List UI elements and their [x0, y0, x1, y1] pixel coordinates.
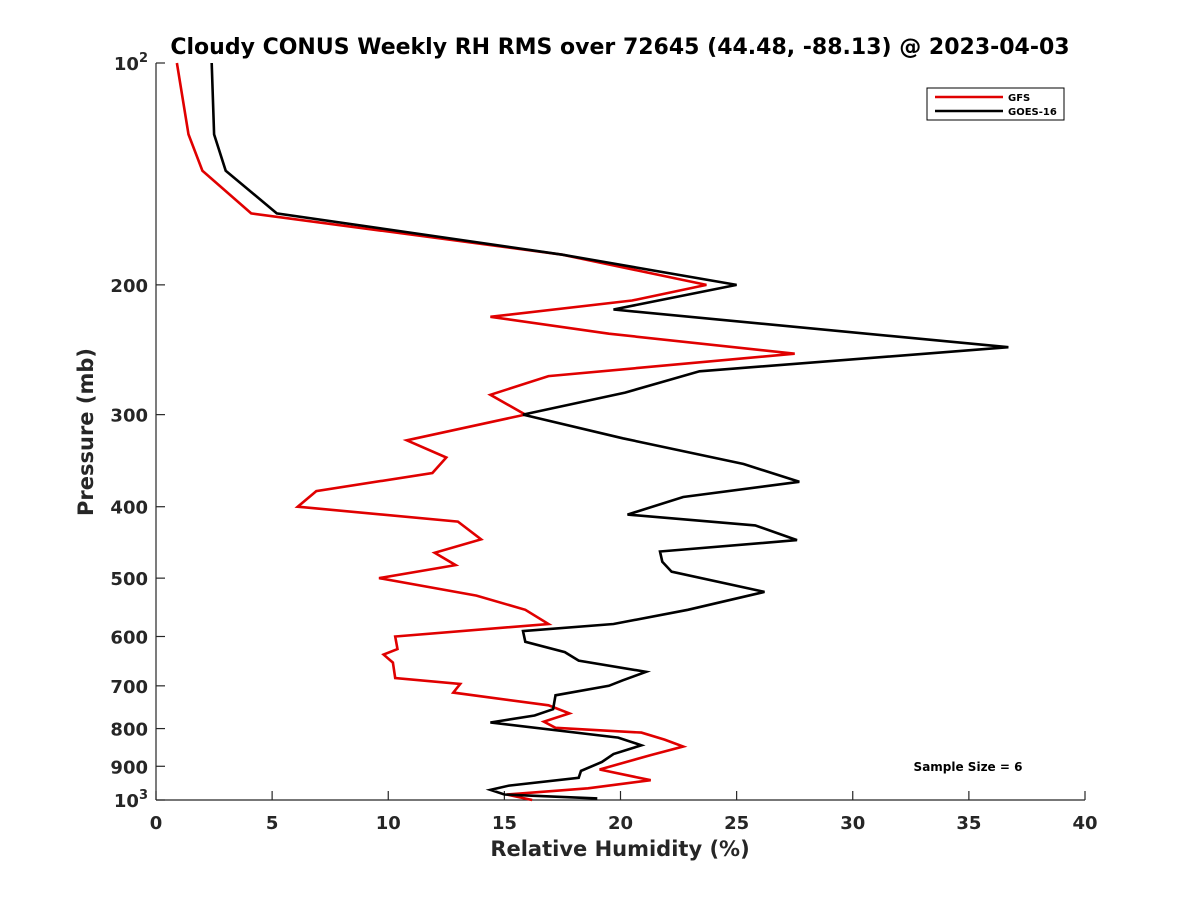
x-tick-label: 10: [376, 813, 401, 834]
x-tick-label: 40: [1072, 813, 1097, 834]
x-tick-label: 20: [608, 813, 633, 834]
legend-label-gfs: GFS: [1008, 93, 1030, 104]
axes: [155, 63, 1085, 801]
legend-label-goes-16: GOES-16: [1008, 107, 1057, 118]
y-tick-label: 500: [110, 569, 148, 590]
series-line-goes-16: [210, 62, 1009, 800]
x-tick-label: 0: [150, 813, 163, 834]
y-tick-label: 900: [110, 757, 148, 778]
x-ticks: 0 5 10 15 20 25 30 35 40: [150, 791, 1098, 834]
x-tick-label: 30: [840, 813, 865, 834]
y-tick-label: 800: [110, 720, 148, 741]
y-tick-label: 600: [110, 627, 148, 648]
y-axis-label: Pressure (mb): [74, 348, 98, 516]
x-tick-label: 15: [492, 813, 517, 834]
chart-title: Cloudy CONUS Weekly RH RMS over 72645 (4…: [170, 35, 1069, 60]
legend-box: [926, 87, 1065, 121]
y-tick-label: 700: [110, 677, 148, 698]
x-tick-label: 25: [724, 813, 749, 834]
y-tick-label: 102: [114, 51, 148, 75]
x-tick-label: 35: [956, 813, 981, 834]
y-ticks: 102 200 300 400 500 600 700 800 900 103: [110, 51, 165, 812]
series-line-gfs: [175, 62, 795, 802]
y-tick-label: 300: [110, 406, 148, 427]
sample-size-annotation: Sample Size = 6: [914, 760, 1023, 774]
legend: GFS GOES-16: [926, 87, 1065, 121]
y-tick-label: 400: [110, 498, 148, 519]
x-axis-label: Relative Humidity (%): [490, 837, 749, 861]
x-tick-label: 5: [266, 813, 279, 834]
y-tick-label: 200: [110, 276, 148, 297]
series-group: [175, 62, 1009, 802]
y-tick-label: 103: [114, 788, 148, 812]
